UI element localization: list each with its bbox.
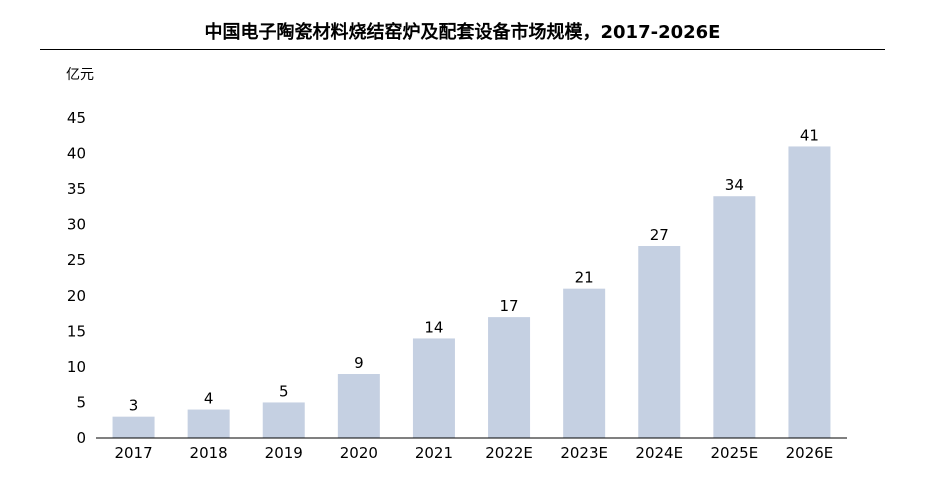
x-tick-label: 2018 — [190, 444, 228, 462]
data-label: 5 — [279, 382, 289, 400]
bar — [788, 146, 831, 438]
x-tick-label: 2020 — [340, 444, 378, 462]
x-tick-label: 2017 — [114, 444, 152, 462]
x-tick-label: 2024E — [635, 444, 683, 462]
data-label: 41 — [800, 126, 819, 144]
x-tick-label: 2026E — [786, 444, 834, 462]
bar — [563, 288, 606, 438]
y-tick-label: 40 — [67, 145, 86, 163]
data-label: 27 — [650, 226, 669, 244]
y-tick-label: 15 — [67, 322, 86, 340]
data-label: 9 — [354, 354, 364, 372]
y-tick-label: 10 — [67, 358, 86, 376]
y-tick-label: 25 — [67, 251, 86, 269]
y-tick-label: 30 — [67, 216, 86, 234]
title-divider — [40, 49, 885, 50]
chart-title: 中国电子陶瓷材料烧结窑炉及配套设备市场规模，2017-2026E — [204, 22, 721, 43]
x-tick-label: 2025E — [711, 444, 759, 462]
y-tick-label: 0 — [76, 429, 86, 447]
data-label: 34 — [725, 176, 744, 194]
bar — [638, 246, 681, 438]
y-tick-label: 45 — [67, 109, 86, 127]
x-tick-label: 2019 — [265, 444, 303, 462]
bar — [262, 402, 305, 438]
bar — [412, 338, 455, 438]
y-tick-label: 35 — [67, 180, 86, 198]
bar — [713, 196, 756, 438]
y-tick-label: 20 — [67, 287, 86, 305]
bar — [187, 409, 230, 438]
y-axis-unit-label: 亿元 — [66, 67, 94, 83]
x-tick-label: 2021 — [415, 444, 453, 462]
bar — [488, 317, 531, 438]
x-tick-label: 2023E — [560, 444, 608, 462]
x-tick-label: 2022E — [485, 444, 533, 462]
y-tick-label: 5 — [76, 393, 86, 411]
data-label: 21 — [575, 269, 594, 287]
data-label: 14 — [424, 318, 443, 336]
data-label: 3 — [129, 397, 139, 415]
bar — [337, 374, 380, 438]
bar — [112, 416, 155, 438]
data-label: 17 — [500, 297, 519, 315]
data-label: 4 — [204, 390, 214, 408]
